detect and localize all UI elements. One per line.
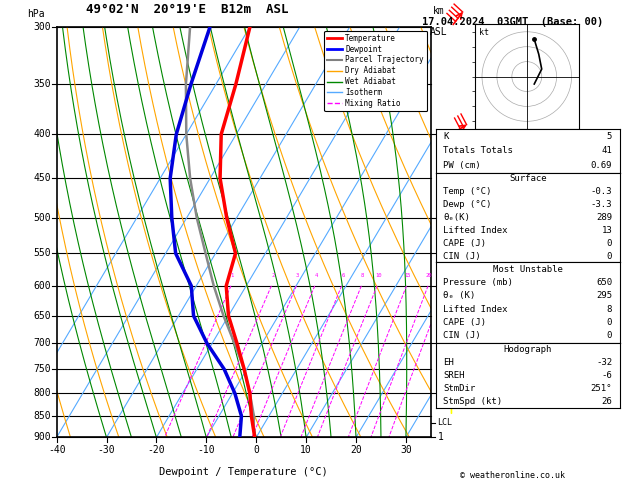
Text: Dewp (°C): Dewp (°C) xyxy=(443,200,492,209)
Text: 500: 500 xyxy=(33,213,51,223)
Text: 0.69: 0.69 xyxy=(591,161,612,170)
Text: 251°: 251° xyxy=(591,384,612,393)
Text: -0.3: -0.3 xyxy=(591,187,612,196)
Text: 0: 0 xyxy=(253,445,259,455)
Text: 295: 295 xyxy=(596,291,612,300)
Text: 15: 15 xyxy=(404,273,411,278)
Text: 49°02'N  20°19'E  B12m  ASL: 49°02'N 20°19'E B12m ASL xyxy=(86,3,289,17)
Text: 300: 300 xyxy=(33,22,51,32)
Text: 850: 850 xyxy=(33,411,51,421)
Text: 450: 450 xyxy=(33,174,51,183)
Text: 350: 350 xyxy=(33,79,51,89)
Text: 6: 6 xyxy=(342,273,345,278)
Text: 2: 2 xyxy=(438,388,443,399)
Text: -32: -32 xyxy=(596,358,612,367)
Text: 5: 5 xyxy=(438,248,443,258)
Text: 4: 4 xyxy=(314,273,318,278)
Text: CIN (J): CIN (J) xyxy=(443,331,481,341)
Text: CIN (J): CIN (J) xyxy=(443,252,481,260)
Text: EH: EH xyxy=(443,358,454,367)
Text: 4: 4 xyxy=(438,281,443,291)
Text: -30: -30 xyxy=(97,445,115,455)
Text: PW (cm): PW (cm) xyxy=(443,161,481,170)
Text: 26: 26 xyxy=(601,397,612,406)
Text: SREH: SREH xyxy=(443,371,465,380)
Text: CAPE (J): CAPE (J) xyxy=(443,239,486,248)
Text: 8: 8 xyxy=(361,273,364,278)
Text: 17.04.2024  03GMT  (Base: 00): 17.04.2024 03GMT (Base: 00) xyxy=(422,17,603,27)
Text: -20: -20 xyxy=(148,445,165,455)
Text: 6: 6 xyxy=(438,213,443,223)
Text: 5: 5 xyxy=(607,132,612,140)
Text: θₑ(K): θₑ(K) xyxy=(443,213,470,222)
Text: 1: 1 xyxy=(438,433,443,442)
Text: 0: 0 xyxy=(607,331,612,341)
Text: 650: 650 xyxy=(33,311,51,321)
Text: Lifted Index: Lifted Index xyxy=(443,305,508,314)
Text: 8: 8 xyxy=(607,305,612,314)
Text: LCL: LCL xyxy=(438,418,453,427)
Text: 750: 750 xyxy=(33,364,51,374)
Text: 13: 13 xyxy=(601,226,612,235)
Text: -3.3: -3.3 xyxy=(591,200,612,209)
Text: θₑ (K): θₑ (K) xyxy=(443,291,476,300)
Text: 700: 700 xyxy=(33,338,51,348)
Text: 289: 289 xyxy=(596,213,612,222)
Text: 41: 41 xyxy=(601,146,612,155)
Text: 30: 30 xyxy=(400,445,412,455)
Text: 0: 0 xyxy=(607,239,612,248)
Text: 600: 600 xyxy=(33,281,51,291)
Text: 800: 800 xyxy=(33,388,51,399)
Text: StmDir: StmDir xyxy=(443,384,476,393)
Text: hPa: hPa xyxy=(27,9,45,18)
Text: K: K xyxy=(443,132,448,140)
Text: 650: 650 xyxy=(596,278,612,287)
Text: 3: 3 xyxy=(438,338,443,348)
Text: Lifted Index: Lifted Index xyxy=(443,226,508,235)
Text: -6: -6 xyxy=(601,371,612,380)
Text: 20: 20 xyxy=(426,273,433,278)
Text: kt: kt xyxy=(479,28,489,37)
Text: Most Unstable: Most Unstable xyxy=(493,264,563,274)
Text: Hodograph: Hodograph xyxy=(504,345,552,354)
Text: 10: 10 xyxy=(300,445,312,455)
Text: -10: -10 xyxy=(198,445,215,455)
Text: CAPE (J): CAPE (J) xyxy=(443,318,486,327)
Text: 900: 900 xyxy=(33,433,51,442)
Text: 10: 10 xyxy=(375,273,382,278)
Text: StmSpd (kt): StmSpd (kt) xyxy=(443,397,503,406)
Text: km: km xyxy=(433,6,444,17)
Text: ASL: ASL xyxy=(430,27,447,37)
Text: 0: 0 xyxy=(607,252,612,260)
Text: 550: 550 xyxy=(33,248,51,258)
Text: 7: 7 xyxy=(438,129,443,139)
Text: -40: -40 xyxy=(48,445,65,455)
Text: 400: 400 xyxy=(33,129,51,139)
Text: 0: 0 xyxy=(607,318,612,327)
Text: Totals Totals: Totals Totals xyxy=(443,146,513,155)
Text: 1: 1 xyxy=(231,273,234,278)
Text: 3: 3 xyxy=(296,273,299,278)
Text: Mixing Ratio (g/kg): Mixing Ratio (g/kg) xyxy=(454,185,464,279)
Text: © weatheronline.co.uk: © weatheronline.co.uk xyxy=(460,471,565,480)
Text: 20: 20 xyxy=(350,445,362,455)
Text: Temp (°C): Temp (°C) xyxy=(443,187,492,196)
Text: Surface: Surface xyxy=(509,174,547,183)
Text: 2: 2 xyxy=(271,273,274,278)
Text: Pressure (mb): Pressure (mb) xyxy=(443,278,513,287)
Text: Dewpoint / Temperature (°C): Dewpoint / Temperature (°C) xyxy=(159,467,328,477)
Legend: Temperature, Dewpoint, Parcel Trajectory, Dry Adiabat, Wet Adiabat, Isotherm, Mi: Temperature, Dewpoint, Parcel Trajectory… xyxy=(324,31,427,111)
